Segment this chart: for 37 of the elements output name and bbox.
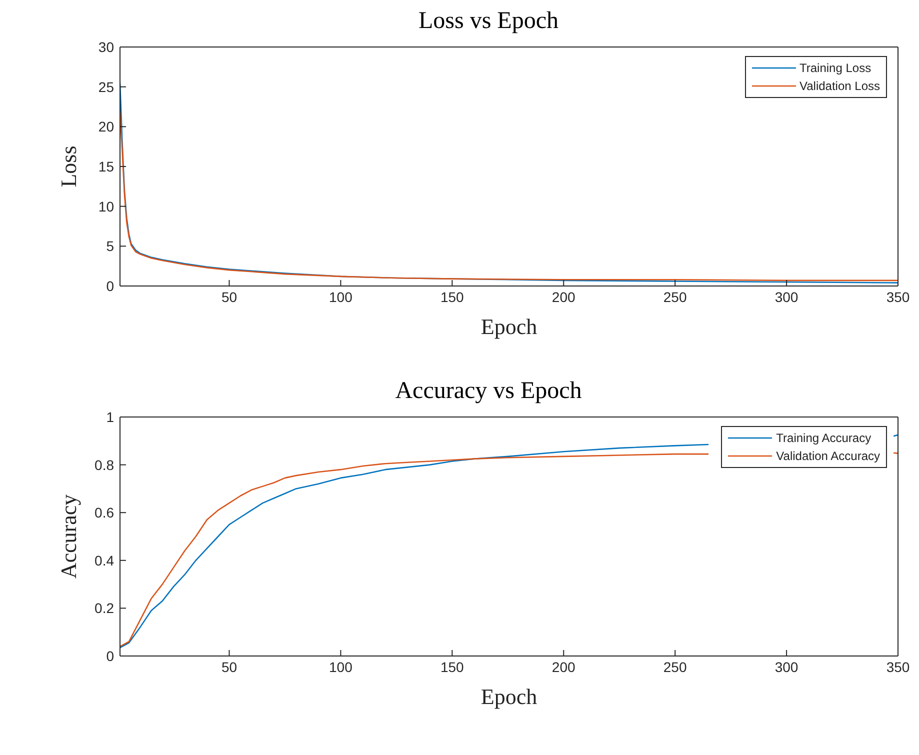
y-tick-label: 0.4 — [94, 552, 114, 568]
y-tick-label: 10 — [98, 198, 114, 214]
y-tick-label: 0 — [106, 278, 114, 294]
x-tick-label: 50 — [221, 658, 238, 675]
x-tick-label: 300 — [774, 288, 798, 305]
x-axis-title: Epoch — [480, 314, 538, 339]
y-tick-label: 15 — [98, 158, 114, 174]
x-tick-label: 100 — [329, 288, 353, 305]
x-axis-title: Epoch — [480, 684, 538, 709]
y-axis-title: Loss — [56, 146, 81, 188]
x-tick-label: 350 — [886, 288, 910, 305]
y-tick-label: 0.8 — [94, 456, 114, 473]
y-tick-label: 0 — [106, 648, 114, 664]
x-tick-label: 150 — [440, 658, 464, 675]
y-tick-label: 25 — [98, 78, 114, 95]
chart-title: Accuracy vs Epoch — [394, 378, 583, 406]
x-tick-label: 150 — [440, 288, 464, 305]
series-label: Validation Accuracy — [776, 448, 880, 465]
x-tick-label: 350 — [886, 658, 910, 675]
x-tick-label: 200 — [552, 658, 576, 675]
x-tick-label: 250 — [663, 288, 687, 305]
legend-label: Validation Loss — [800, 78, 880, 95]
y-tick-label: 30 — [98, 38, 114, 55]
y-tick-label: 0.2 — [94, 600, 114, 616]
legend-label: Training Loss — [800, 60, 872, 77]
x-tick-label: 50 — [221, 288, 238, 305]
legend-label: Training Accuracy — [776, 430, 872, 447]
y-tick-label: 20 — [98, 118, 114, 135]
y-axis-title: Accuracy — [56, 494, 81, 579]
y-tick-label: 0.6 — [94, 504, 114, 521]
x-tick-label: 300 — [774, 658, 798, 675]
chart-title: Loss vs Epoch — [418, 8, 560, 36]
x-tick-label: 250 — [663, 658, 687, 675]
x-tick-label: 100 — [329, 658, 353, 675]
y-tick-label: 1 — [106, 408, 114, 425]
x-tick-label: 200 — [552, 288, 576, 305]
y-tick-label: 5 — [106, 238, 114, 254]
